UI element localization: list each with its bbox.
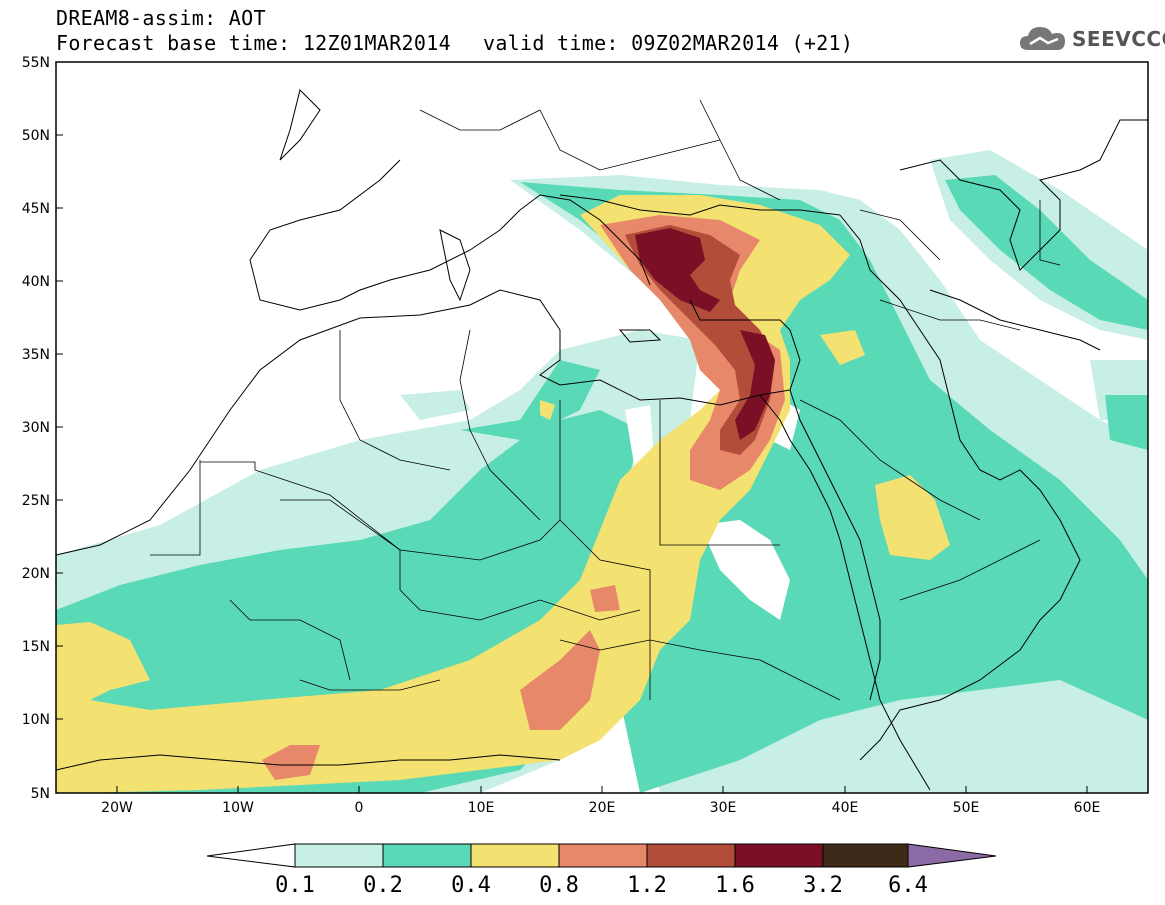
lat-label: 30N — [22, 420, 50, 436]
colorbar-swatch — [646, 843, 736, 868]
colorbar-label: 0.8 — [539, 873, 579, 898]
map-title: DREAM8-assim: AOT — [56, 6, 266, 30]
lat-label: 20N — [22, 566, 50, 582]
aot-band-1.6 — [635, 228, 775, 440]
valid-time: valid time: 09Z02MAR2014 (+21) — [483, 31, 854, 55]
colorbar-swatch — [734, 843, 824, 868]
forecast-times: Forecast base time: 12Z01MAR2014 valid ti… — [56, 31, 853, 55]
logo-text: SEEVCCC — [1072, 27, 1165, 51]
cloud-icon — [1020, 27, 1065, 50]
aot-clear-patches — [625, 390, 800, 620]
lon-label: 10E — [468, 800, 495, 816]
latitude-labels: 55N 50N 45N 40N 35N 30N 25N 20N 15N 10N … — [22, 55, 50, 802]
lon-label: 60E — [1074, 800, 1101, 816]
aot-band-1.2 — [625, 225, 775, 455]
colorbar-swatch — [822, 843, 909, 868]
colorbar-label: 0.4 — [451, 873, 491, 898]
lat-label: 55N — [22, 55, 50, 71]
colorbar-swatch — [294, 843, 384, 868]
seevccc-logo: SEEVCCC — [1018, 22, 1165, 56]
colorbar-swatch — [558, 843, 648, 868]
lat-label: 15N — [22, 639, 50, 655]
country-borders — [150, 99, 1061, 701]
longitude-labels: 20W 10W 0 10E 20E 30E 40E 50E 60E — [101, 800, 1100, 816]
aot-band-0.1 — [56, 150, 1148, 793]
colorbar — [206, 843, 997, 868]
lat-label: 45N — [22, 201, 50, 217]
map-frame — [55, 61, 1149, 794]
axis-ticks — [56, 61, 1088, 794]
colorbar-over-arrow — [907, 843, 997, 868]
lon-label: 30E — [710, 800, 737, 816]
colorbar-label: 6.4 — [888, 873, 928, 898]
colorbar-under-arrow — [206, 843, 296, 868]
aot-contour-field — [56, 150, 1148, 793]
colorbar-label: 0.1 — [275, 873, 315, 898]
colorbar-labels: 0.1 0.2 0.4 0.8 1.2 1.6 3.2 6.4 — [275, 873, 928, 898]
coastlines — [56, 89, 1148, 791]
aot-band-0.2 — [56, 175, 1148, 793]
aot-band-0.4 — [56, 195, 950, 793]
colorbar-label: 0.2 — [363, 873, 403, 898]
lat-label: 50N — [22, 128, 50, 144]
lat-label: 25N — [22, 493, 50, 509]
colorbar-label: 3.2 — [803, 873, 843, 898]
lat-label: 5N — [31, 786, 50, 802]
lat-label: 10N — [22, 712, 50, 728]
lon-label: 10W — [222, 800, 254, 816]
lon-label: 50E — [953, 800, 980, 816]
lat-label: 40N — [22, 274, 50, 290]
forecast-base-time: Forecast base time: 12Z01MAR2014 — [56, 31, 451, 55]
lon-label: 20E — [589, 800, 616, 816]
lat-label: 35N — [22, 347, 50, 363]
colorbar-label: 1.6 — [715, 873, 755, 898]
lon-label: 0 — [355, 800, 364, 816]
colorbar-swatch — [382, 843, 472, 868]
lon-label: 40E — [832, 800, 859, 816]
colorbar-swatch — [470, 843, 560, 868]
aot-band-0.8 — [262, 215, 785, 780]
lon-label: 20W — [101, 800, 133, 816]
colorbar-label: 1.2 — [627, 873, 667, 898]
